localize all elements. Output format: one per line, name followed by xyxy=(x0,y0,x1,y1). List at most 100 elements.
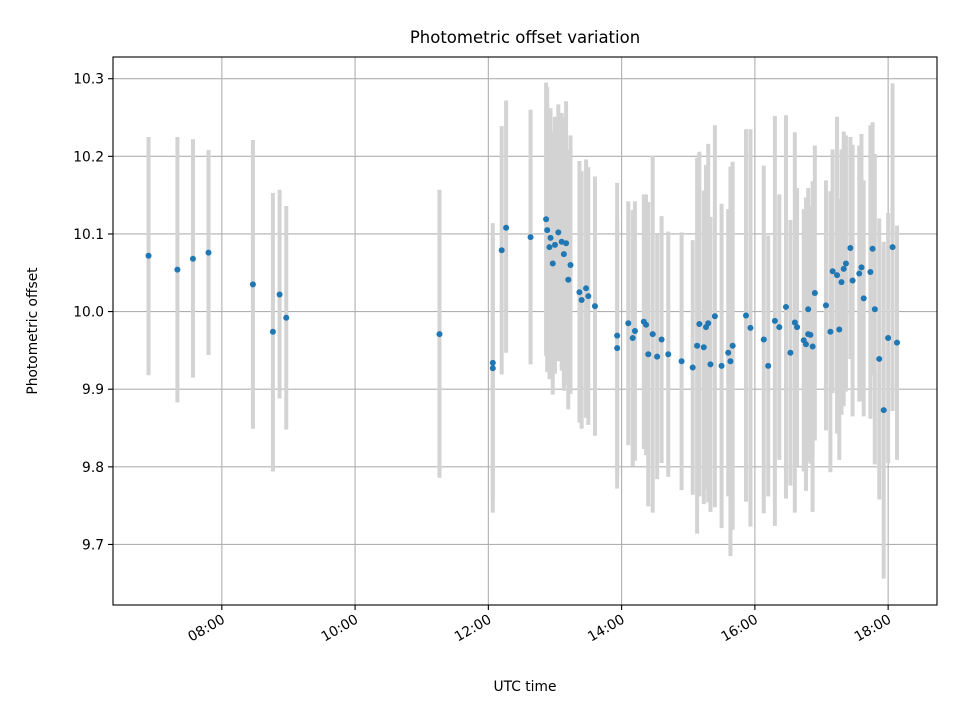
data-point xyxy=(807,331,814,338)
data-point xyxy=(145,252,152,259)
data-point xyxy=(583,285,590,292)
data-point xyxy=(718,362,725,369)
data-point xyxy=(840,265,847,272)
data-point xyxy=(827,328,834,335)
data-point xyxy=(858,264,865,271)
data-point xyxy=(489,359,496,366)
data-point xyxy=(649,331,656,338)
data-point xyxy=(771,317,778,324)
data-point xyxy=(889,244,896,251)
data-point xyxy=(849,277,856,284)
data-point xyxy=(838,279,845,286)
data-point xyxy=(547,234,554,241)
data-point xyxy=(747,324,754,331)
data-point xyxy=(546,244,553,251)
data-point xyxy=(585,293,592,300)
data-point xyxy=(805,306,812,313)
data-point xyxy=(249,281,256,288)
data-point xyxy=(836,326,843,333)
data-point xyxy=(654,353,661,360)
data-point xyxy=(689,364,696,371)
data-point xyxy=(776,324,783,331)
chart-title: Photometric offset variation xyxy=(410,28,640,47)
data-point xyxy=(576,289,583,296)
data-point xyxy=(665,351,672,358)
data-point xyxy=(527,234,534,241)
data-point xyxy=(794,324,801,331)
plot-area xyxy=(113,57,937,605)
data-point xyxy=(283,314,290,321)
data-point xyxy=(700,344,707,351)
data-point xyxy=(498,247,505,254)
data-point xyxy=(174,266,181,273)
y-tick-label: 9.9 xyxy=(82,382,104,398)
data-point xyxy=(555,229,562,236)
y-tick-label: 9.8 xyxy=(82,460,104,476)
data-point xyxy=(658,336,665,343)
data-point xyxy=(876,355,883,362)
data-point xyxy=(880,407,887,414)
data-point xyxy=(860,295,867,302)
y-tick-label: 10.1 xyxy=(73,227,104,243)
data-point xyxy=(544,227,551,234)
y-tick-label: 9.7 xyxy=(82,537,104,553)
data-point xyxy=(614,332,621,339)
data-point xyxy=(791,319,798,326)
data-point xyxy=(829,268,836,275)
data-point xyxy=(205,249,212,256)
data-point xyxy=(551,241,558,248)
y-tick-label: 10.0 xyxy=(73,305,104,321)
data-point xyxy=(834,272,841,279)
x-axis-label: UTC time xyxy=(494,679,557,695)
data-point xyxy=(560,251,567,258)
data-point xyxy=(711,313,718,320)
data-point xyxy=(842,260,849,267)
data-point xyxy=(725,349,732,356)
data-point xyxy=(189,255,196,262)
data-point xyxy=(869,245,876,252)
data-point xyxy=(811,289,818,296)
data-point xyxy=(787,349,794,356)
data-point xyxy=(567,262,574,269)
data-point xyxy=(565,276,572,283)
data-point xyxy=(894,339,901,346)
data-point xyxy=(765,362,772,369)
data-point xyxy=(643,321,650,328)
data-points xyxy=(145,216,901,414)
data-point xyxy=(742,312,749,319)
data-point xyxy=(631,328,638,334)
data-point xyxy=(696,321,703,328)
data-point xyxy=(645,351,652,358)
data-point xyxy=(727,358,734,365)
data-point xyxy=(847,244,854,251)
data-point xyxy=(705,320,712,327)
data-point xyxy=(543,216,550,223)
data-point xyxy=(578,296,585,303)
data-point xyxy=(489,365,496,372)
data-point xyxy=(563,240,570,247)
data-point xyxy=(276,291,283,298)
data-point xyxy=(629,334,636,341)
plot-frame xyxy=(112,56,938,606)
data-point xyxy=(678,358,685,365)
grid-lines xyxy=(113,57,937,605)
y-tick-label: 10.3 xyxy=(73,72,104,88)
data-point xyxy=(867,269,874,276)
data-point xyxy=(782,303,789,310)
data-point xyxy=(694,342,701,349)
data-point xyxy=(760,336,767,343)
data-point xyxy=(707,361,714,368)
data-point xyxy=(549,260,556,267)
data-point xyxy=(856,270,863,277)
data-point xyxy=(614,345,621,352)
data-point xyxy=(625,320,632,327)
data-point xyxy=(809,343,816,350)
data-point xyxy=(269,328,276,335)
data-point xyxy=(591,303,598,310)
y-axis-label: Photometric offset xyxy=(25,267,41,395)
data-point xyxy=(436,331,443,338)
data-point xyxy=(822,302,829,309)
data-point xyxy=(503,224,510,231)
data-point xyxy=(885,334,892,341)
